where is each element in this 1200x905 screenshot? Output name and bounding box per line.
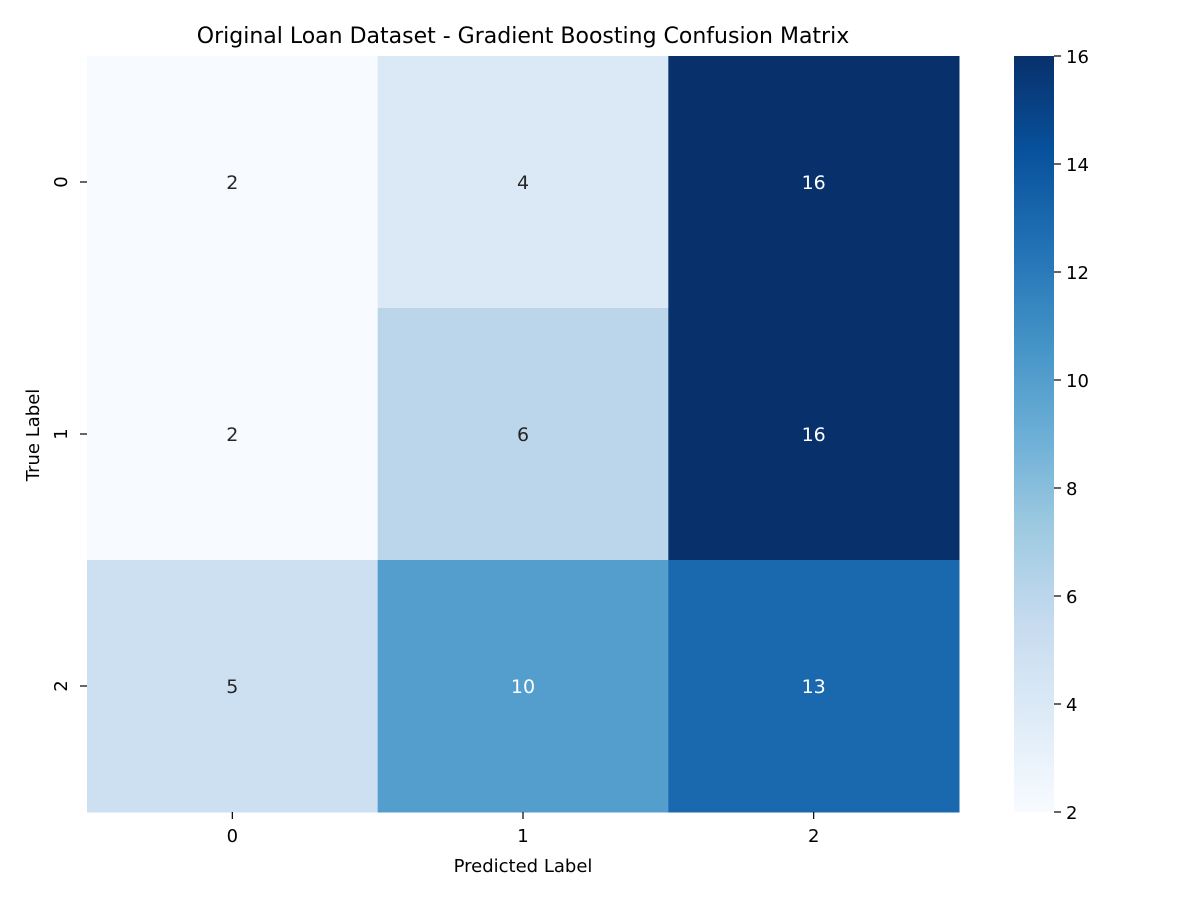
y-axis: 0 1 2 [51, 176, 87, 692]
colorbar-tick-label: 4 [1066, 695, 1077, 716]
heatmap-cell [668, 560, 960, 813]
y-tick-label: 0 [51, 176, 72, 187]
cell-value-label: 5 [226, 676, 238, 698]
cell-value-label: 13 [802, 676, 826, 698]
x-axis: 0 1 2 [227, 812, 819, 847]
x-tick-label: 2 [808, 826, 819, 847]
colorbar-tick-label: 10 [1066, 371, 1089, 392]
colorbar-tick-label: 6 [1066, 587, 1077, 608]
colorbar-tick-label: 16 [1066, 47, 1089, 68]
y-tick-label: 1 [51, 428, 72, 439]
cell-value-label: 16 [802, 172, 826, 194]
heatmap-cell [87, 308, 379, 561]
y-tick-label: 2 [51, 680, 72, 691]
colorbar-tick-label: 14 [1066, 155, 1089, 176]
heatmap-cell [377, 560, 669, 813]
colorbar-tick-label: 12 [1066, 263, 1089, 284]
cell-value-label: 2 [226, 172, 238, 194]
heatmap-cell [87, 56, 379, 309]
x-tick-label: 1 [517, 826, 528, 847]
heatmap-cell [668, 56, 960, 309]
colorbar: 2 4 6 8 10 12 14 16 [1014, 47, 1089, 824]
heatmap-cell [377, 56, 669, 309]
heatmap-cell [668, 308, 960, 561]
x-tick-label: 0 [227, 826, 238, 847]
cell-value-label: 2 [226, 424, 238, 446]
heatmap-cell [377, 308, 669, 561]
heatmap-cell [87, 560, 379, 813]
colorbar-tick-label: 8 [1066, 479, 1077, 500]
cell-value-label: 10 [511, 676, 535, 698]
cell-value-label: 6 [517, 424, 529, 446]
cell-value-label: 16 [802, 424, 826, 446]
colorbar-gradient [1014, 56, 1054, 812]
y-axis-label: True Label [23, 389, 44, 483]
heatmap-cells [87, 56, 960, 813]
colorbar-tick-label: 2 [1066, 803, 1077, 824]
x-axis-label: Predicted Label [454, 856, 593, 877]
chart-title: Original Loan Dataset - Gradient Boostin… [197, 24, 849, 49]
heatmap-cell-labels: 2 4 16 2 6 16 5 10 13 [226, 172, 825, 698]
cell-value-label: 4 [517, 172, 529, 194]
